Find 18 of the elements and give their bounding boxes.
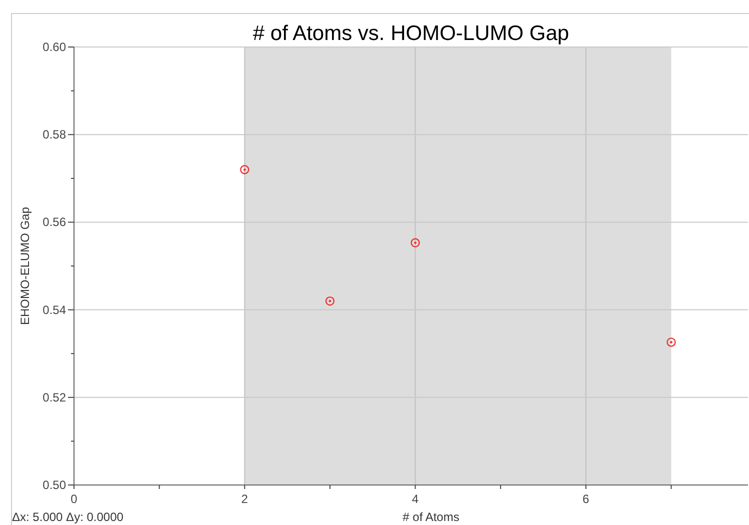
y-tick-label: 0.56 <box>42 215 66 230</box>
y-tick-label: 0.60 <box>42 40 66 54</box>
point <box>410 238 420 248</box>
point <box>240 165 250 174</box>
point <box>325 296 335 306</box>
chart-title: # of Atoms vs. HOMO-LUMO Gap <box>252 22 570 45</box>
x-tick-label: 0 <box>70 492 78 506</box>
x-tick-label: 2 <box>241 492 248 506</box>
x-axis-title: # of Atoms <box>402 510 460 524</box>
y-tick-label: 0.54 <box>42 302 66 317</box>
y-tick-label: 0.50 <box>42 478 66 492</box>
text: Δx: 5.000 Δy: 0.0000 <box>12 510 124 524</box>
y-tick-label: 0.52 <box>42 390 66 404</box>
x-tick-label: 6 <box>582 492 590 506</box>
y-axis-title: EHOMO-ELUMO Gap <box>18 206 32 326</box>
point <box>666 338 676 347</box>
x-tick-label: 4 <box>412 492 419 506</box>
y-tick-label: 0.58 <box>42 128 66 142</box>
